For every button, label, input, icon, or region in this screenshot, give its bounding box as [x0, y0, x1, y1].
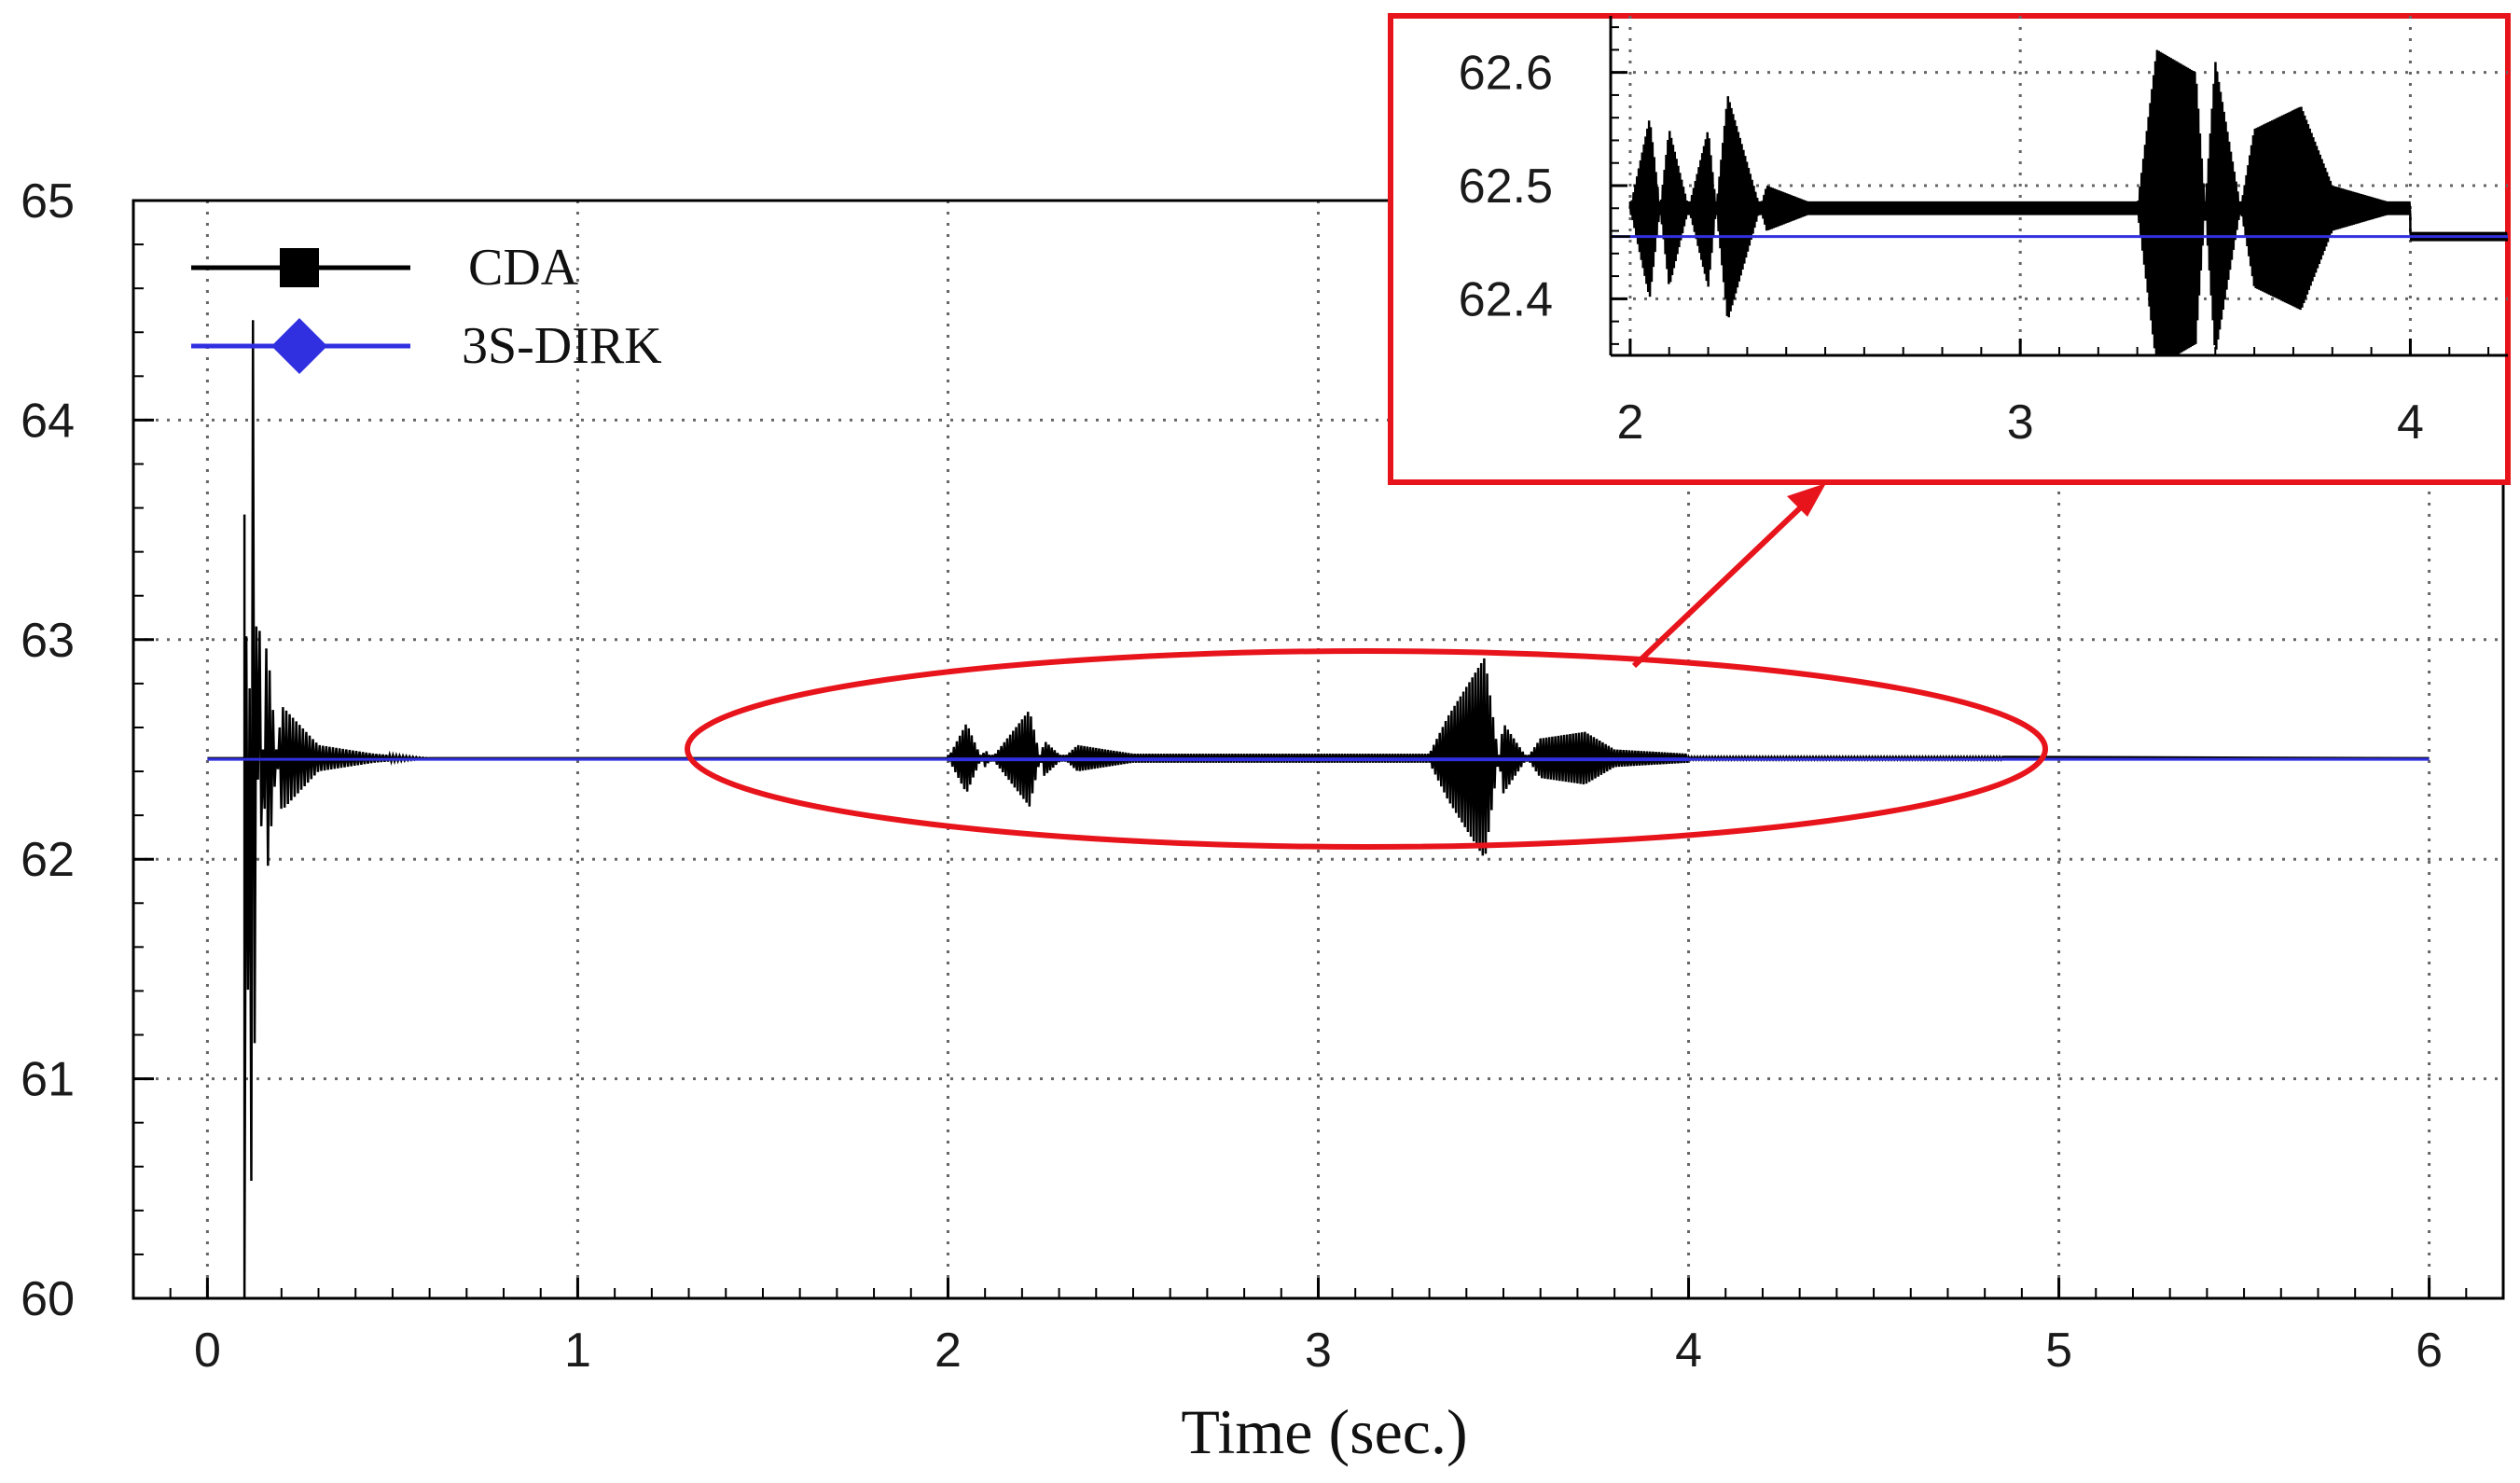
x-tick-label-1: 1 [564, 1324, 591, 1378]
inset-y-tick-label-2: 62.6 [1459, 47, 1553, 101]
x-tick-label-6: 6 [2416, 1324, 2443, 1378]
inset-y-tick-label-1: 62.5 [1459, 159, 1553, 214]
legend: CDA 3S-DIRK [191, 239, 662, 375]
x-tick-label-2: 2 [935, 1324, 962, 1378]
x-tick-label-5: 5 [2045, 1324, 2072, 1378]
inset-x-tick-label-0: 2 [1616, 395, 1643, 450]
y-tick-label-5: 65 [21, 174, 75, 229]
inset-x-tick-label-2: 4 [2397, 395, 2424, 450]
legend-marker-square-icon [280, 248, 319, 287]
x-axis-title: Time (sec.) [1181, 1396, 1467, 1467]
inset-y-tick-label-0: 62.4 [1459, 272, 1553, 326]
y-tick-label-0: 60 [21, 1272, 75, 1326]
y-tick-label-2: 62 [21, 833, 75, 887]
x-tick-label-0: 0 [194, 1324, 221, 1378]
main-axes [132, 199, 2505, 1300]
main-series [207, 320, 2430, 1299]
inset-series-line-cda [1628, 49, 2509, 356]
legend-marker-diamond-icon [271, 318, 327, 374]
legend-label-cda: CDA [468, 239, 579, 297]
inset-x-tick-label-1: 3 [2007, 395, 2034, 450]
y-tick-label-3: 63 [21, 614, 75, 668]
pointer-arrow-line [1631, 501, 1807, 669]
legend-label-3s-dirk: 3S-DIRK [462, 317, 662, 375]
x-tick-label-3: 3 [1305, 1324, 1332, 1378]
main-tick-labels: 0 1 2 3 4 5 6 60 61 62 63 64 65 [21, 174, 2443, 1378]
inset-series [1611, 49, 2509, 356]
inset-axes [1609, 16, 2508, 357]
zoom-inset: 2 3 4 62.4 62.5 62.6 [1388, 13, 2511, 485]
inset-frame [1388, 13, 2511, 485]
y-tick-label-1: 61 [21, 1053, 75, 1107]
main-grid [133, 201, 2503, 1298]
pointer-arrowhead-icon [1787, 483, 1826, 517]
y-tick-label-4: 64 [21, 394, 75, 448]
inset-grid [1611, 16, 2508, 355]
highlight-ellipse [685, 648, 2048, 850]
main-plot-frame [132, 199, 2505, 1300]
inset-tick-labels: 2 3 4 62.4 62.5 62.6 [1459, 47, 2424, 450]
x-tick-label-4: 4 [1675, 1324, 1702, 1378]
